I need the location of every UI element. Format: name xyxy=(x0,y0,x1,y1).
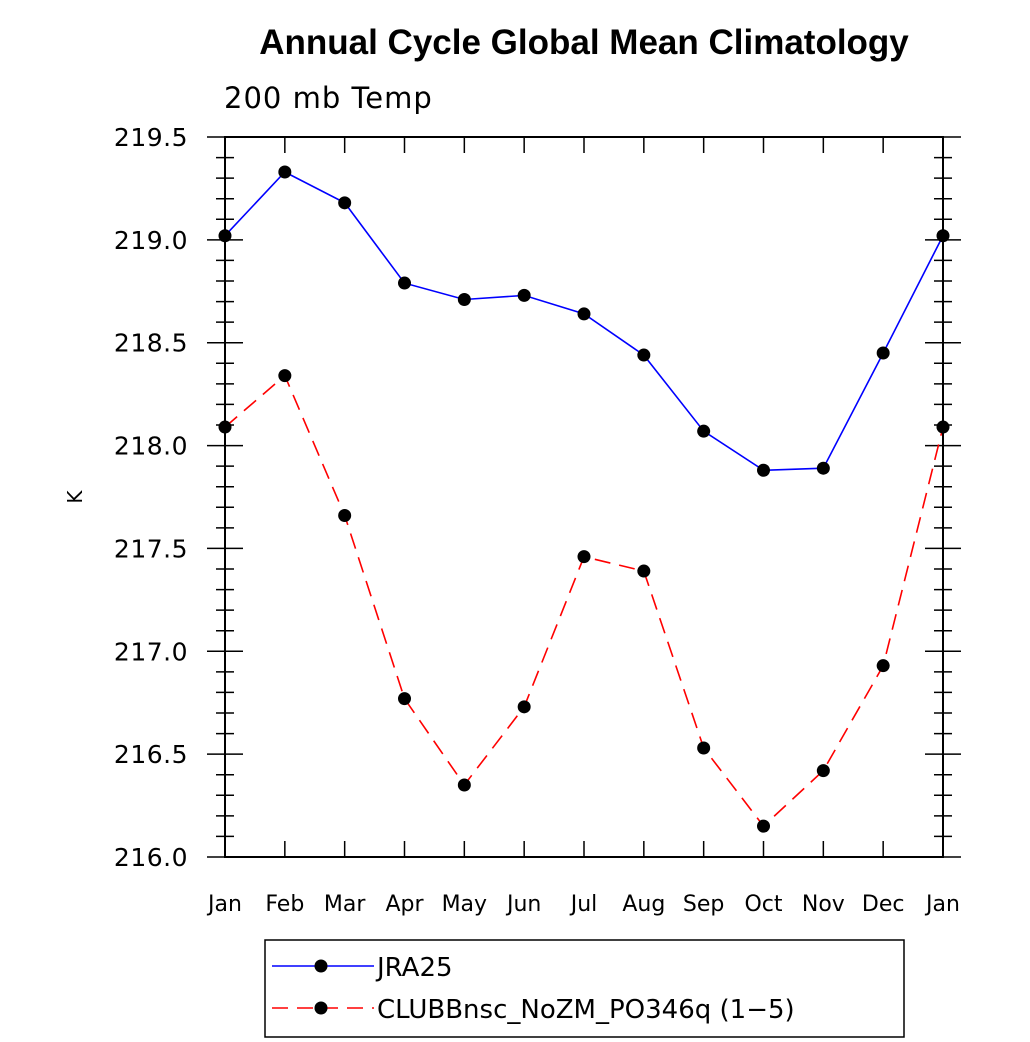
data-point-series-0 xyxy=(338,196,352,210)
data-point-series-0 xyxy=(876,346,890,360)
y-tick-label: 217.5 xyxy=(114,534,188,563)
y-tick-label: 219.5 xyxy=(114,123,188,152)
data-point-series-0 xyxy=(757,463,770,477)
y-tick-label: 216.5 xyxy=(114,740,188,769)
series-line-1 xyxy=(224,374,944,828)
data-point-series-0 xyxy=(637,348,651,362)
x-tick-label: Oct xyxy=(744,892,782,917)
axis-ticks xyxy=(207,136,961,858)
data-point-series-1 xyxy=(338,509,352,523)
data-point-series-1 xyxy=(816,764,830,778)
x-tick-label: Jan xyxy=(924,892,960,917)
data-point-series-0 xyxy=(457,293,471,307)
legend-label-jra25: JRA25 xyxy=(375,953,453,983)
x-tick-label: Nov xyxy=(802,892,845,917)
x-tick-label: Mar xyxy=(324,892,366,917)
x-tick-label: Jun xyxy=(505,892,541,917)
x-tick-label: Dec xyxy=(862,892,905,917)
series-line-0 xyxy=(224,171,944,472)
x-tick-label: Jul xyxy=(569,892,598,917)
x-tick-label: May xyxy=(442,892,487,917)
plot-frame xyxy=(224,136,944,858)
y-tick-label: 216.0 xyxy=(114,843,188,872)
data-point-series-1 xyxy=(876,659,890,673)
data-point-series-1 xyxy=(577,550,591,564)
y-tick-label: 219.0 xyxy=(114,226,188,255)
y-tick-labels: 216.0 216.5 217.0 217.5 218.0 218.5 219.0 219.5 xyxy=(114,123,188,872)
data-point-series-0 xyxy=(517,288,531,302)
legend-marker-jra25 xyxy=(314,959,328,973)
y-tick-label: 218.0 xyxy=(114,432,188,461)
data-point-series-0 xyxy=(398,276,411,290)
data-point-series-1 xyxy=(457,778,471,792)
legend-label-clubb: CLUBBnsc_NoZM_PO346q (1−5) xyxy=(377,995,795,1025)
series-layer xyxy=(218,165,950,833)
data-point-series-1 xyxy=(278,369,292,383)
x-tick-label: Aug xyxy=(622,892,665,917)
chart-subtitle: 200 mb Temp xyxy=(224,81,433,115)
data-point-series-1 xyxy=(757,819,770,833)
legend: JRA25 CLUBBnsc_NoZM_PO346q (1−5) xyxy=(264,939,905,1038)
data-point-series-1 xyxy=(517,700,531,714)
x-tick-label: Sep xyxy=(683,892,724,917)
x-tick-label: Apr xyxy=(385,892,424,917)
legend-box xyxy=(264,939,905,1038)
x-tick-labels: Jan Feb Mar Apr May Jun Jul Aug Sep Oct Nov Dec Jan xyxy=(206,892,960,917)
data-point-series-0 xyxy=(577,307,591,321)
legend-marker-clubb xyxy=(314,1001,328,1015)
y-axis-label: K xyxy=(63,490,87,504)
y-tick-label: 217.0 xyxy=(114,637,188,666)
x-tick-label: Feb xyxy=(265,892,304,917)
data-point-series-1 xyxy=(697,741,711,755)
data-point-series-0 xyxy=(278,165,292,179)
data-point-series-1 xyxy=(398,692,411,706)
data-point-series-0 xyxy=(697,424,711,438)
chart-title: Annual Cycle Global Mean Climatology xyxy=(259,23,909,62)
x-tick-label: Jan xyxy=(206,892,242,917)
data-point-series-1 xyxy=(637,564,651,578)
data-point-series-0 xyxy=(816,461,830,475)
y-tick-label: 218.5 xyxy=(114,329,188,358)
